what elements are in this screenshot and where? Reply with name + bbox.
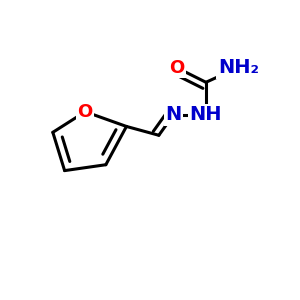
Text: N: N bbox=[165, 105, 182, 124]
Text: O: O bbox=[169, 58, 184, 76]
Text: O: O bbox=[78, 103, 93, 121]
Text: NH₂: NH₂ bbox=[218, 58, 259, 77]
Text: NH: NH bbox=[190, 105, 222, 124]
